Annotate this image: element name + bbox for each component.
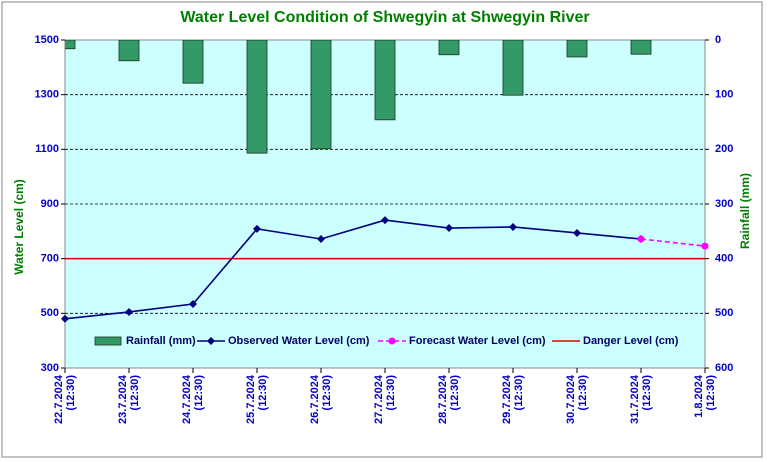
x-tick-label: 24.7.2024 (12:30) [181,375,205,424]
y-tick-label: 900 [41,198,59,210]
x-tick-label: 25.7.2024 (12:30) [245,375,269,424]
x-tick-label: 1.8.2024 (12:30) [693,375,717,418]
x-tick-label: 28.7.2024 (12:30) [437,375,461,424]
legend-label: Rainfall (mm) [126,335,196,347]
y-tick-label: 1500 [35,34,59,46]
marker [573,228,581,237]
bar [630,40,652,55]
y2-tick-label: 100 [715,89,733,101]
bar [65,40,76,50]
y-tick-label: 500 [41,307,59,319]
y-tick-label: 700 [41,253,59,265]
y2-tick-label: 400 [715,253,733,265]
y-axis-title: Water Level (cm) [12,179,26,275]
marker [637,235,645,243]
bar [502,40,524,96]
marker [445,224,453,233]
bar [118,40,140,62]
bar [566,40,588,58]
bar [246,40,268,154]
legend-label: Forecast Water Level (cm) [409,335,546,347]
y2-tick-label: 500 [715,307,733,319]
marker [381,216,389,225]
y2-tick-label: 0 [715,34,721,46]
x-tick-label: 22.7.2024 (12:30) [53,375,77,424]
marker [701,242,709,250]
legend-marker [388,337,396,345]
bar [182,40,204,84]
x-tick-label: 31.7.2024 (12:30) [629,375,653,424]
x-tick-label: 26.7.2024 (12:30) [309,375,333,424]
line [64,219,642,320]
y2-tick-label: 200 [715,143,733,155]
legend-label: Observed Water Level (cm) [228,335,370,347]
line [640,238,706,247]
legend-swatch [94,336,122,346]
y2-tick-label: 600 [715,362,733,374]
x-tick-label: 30.7.2024 (12:30) [565,375,589,424]
y-tick-label: 1100 [35,143,59,155]
legend-label: Danger Level (cm) [583,335,679,347]
x-tick-label: 29.7.2024 (12:30) [501,375,525,424]
marker [189,300,197,309]
marker [317,234,325,243]
y-tick-label: 1300 [35,89,59,101]
marker [61,314,69,323]
bar [310,40,332,150]
marker [509,222,517,231]
plot-marks [65,40,652,154]
legend-marker [207,337,215,345]
x-tick-label: 27.7.2024 (12:30) [373,375,397,424]
chart-title: Water Level Condition of Shwegyin at Shw… [180,9,589,26]
bar [438,40,460,56]
x-tick-label: 23.7.2024 (12:30) [117,375,141,424]
marker [253,224,261,233]
bar [374,40,396,121]
y2-tick-label: 300 [715,198,733,210]
y-tick-label: 300 [41,362,59,374]
marker [125,307,133,316]
y2-axis-title: Rainfall (mm) [738,173,752,249]
